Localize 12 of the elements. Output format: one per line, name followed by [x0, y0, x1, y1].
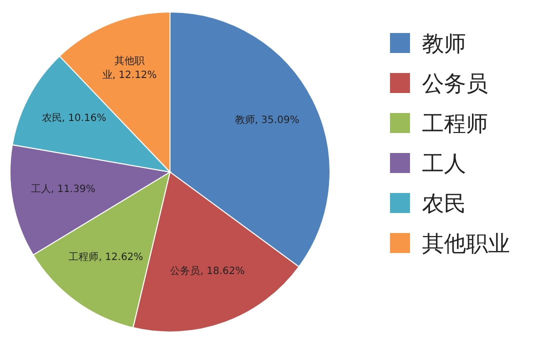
data-label: 工人, 11.39%: [30, 184, 96, 196]
data-label: 工程师, 12.62%: [68, 252, 144, 263]
legend-label: 公务员: [422, 72, 488, 97]
data-label: 公务员, 18.62%: [170, 265, 245, 278]
data-label: 农民, 10.16%: [42, 112, 106, 124]
legend-label: 工程师: [422, 112, 488, 137]
legend-label: 农民: [422, 192, 466, 217]
legend-label: 其他职业: [422, 232, 510, 257]
legend-label: 工人: [422, 152, 466, 177]
legend-label: 教师: [422, 32, 466, 57]
data-label: 教师, 35.09%: [234, 114, 300, 126]
data-label: 其他职业, 12.12%: [102, 54, 157, 81]
